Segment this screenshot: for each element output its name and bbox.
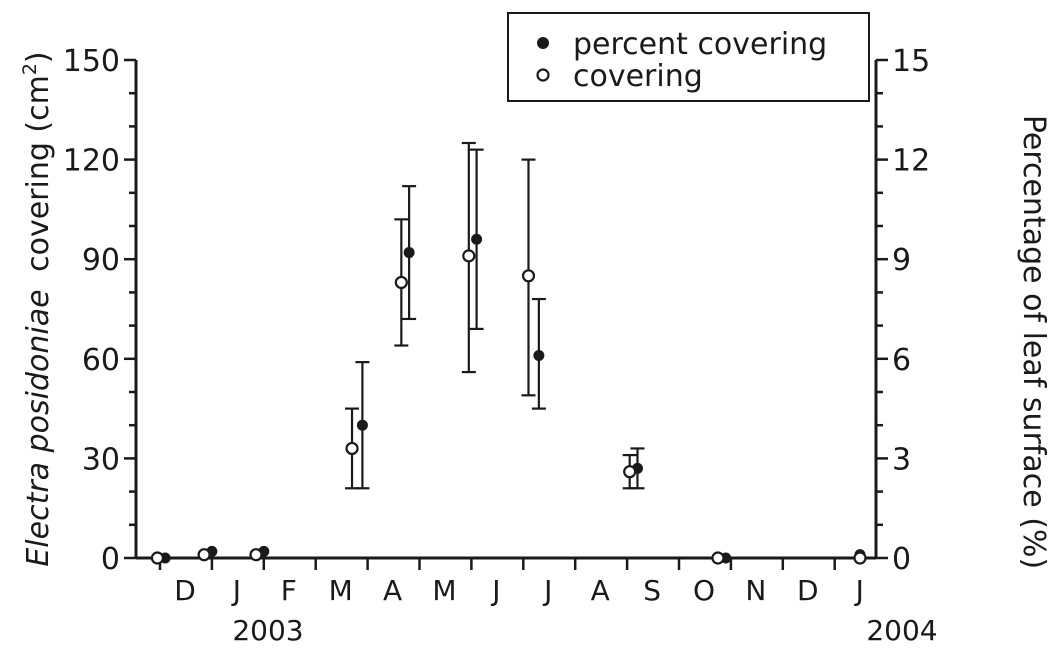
- data-point-open: [150, 551, 165, 565]
- year-label-2004: 2004: [866, 614, 937, 647]
- x-month-label: D: [797, 574, 819, 607]
- legend-marker-percent-covering: [537, 37, 549, 49]
- left-y-ticks: 0 30 60 90 120 150: [63, 44, 136, 577]
- left-y-tick-label: 60: [82, 343, 120, 378]
- x-month-label: M: [432, 574, 456, 607]
- left-y-tick-label: 0: [101, 542, 120, 577]
- data-point-open: [345, 441, 359, 456]
- left-y-axis-title: Electra posidoniae covering (cm2): [19, 51, 56, 566]
- left-y-axis-title-close: ): [21, 51, 56, 63]
- right-y-tick-label: 0: [892, 542, 911, 577]
- x-month-label: J: [231, 574, 241, 607]
- right-y-tick-label: 15: [892, 44, 930, 79]
- data-point-open: [711, 551, 725, 565]
- legend-box: [507, 12, 870, 102]
- x-month-label: N: [745, 574, 766, 607]
- data-point-filled: [533, 349, 545, 361]
- left-y-tick-label: 120: [63, 144, 120, 179]
- data-point-open: [853, 551, 867, 565]
- legend: percent covering covering: [507, 12, 870, 102]
- left-y-tick-label: 90: [82, 243, 120, 278]
- left-y-tick-label: 150: [63, 44, 120, 79]
- data-point-open: [462, 249, 476, 263]
- right-y-tick-label: 12: [892, 144, 930, 179]
- data-point-open: [623, 465, 637, 479]
- data-point-filled: [471, 233, 483, 245]
- left-y-axis-title-sup: 2: [19, 63, 41, 75]
- data-point-open: [521, 269, 536, 283]
- x-month-label: D: [174, 574, 196, 607]
- data-point-filled: [403, 247, 415, 259]
- data-point-filled: [356, 419, 368, 431]
- x-month-label: J: [854, 574, 864, 607]
- left-y-axis-title-rest: covering (cm: [21, 75, 56, 272]
- right-y-tick-label: 6: [892, 343, 911, 378]
- x-month-label: A: [591, 574, 610, 607]
- x-month-label: M: [329, 574, 353, 607]
- data-point-open: [394, 275, 408, 290]
- x-month-label: S: [643, 574, 661, 607]
- legend-label-covering: covering: [573, 59, 703, 94]
- data-point-open: [197, 548, 211, 562]
- x-month-label: F: [281, 574, 297, 607]
- x-month-label: J: [490, 574, 500, 607]
- right-y-ticks: 0 3 6 9 12 15: [876, 44, 930, 577]
- x-month-label: O: [693, 574, 715, 607]
- left-y-axis-title-italic: Electra posidoniae: [21, 289, 56, 566]
- legend-marker-covering: [536, 68, 550, 82]
- right-y-axis-title: Percentage of leaf surface (%): [1016, 115, 1051, 569]
- year-label-2003: 2003: [232, 614, 303, 647]
- x-month-label: A: [383, 574, 402, 607]
- series-layer: [150, 141, 867, 565]
- data-point-open: [249, 548, 263, 562]
- right-y-tick-label: 9: [892, 243, 911, 278]
- series-percent-covering: [159, 148, 866, 564]
- legend-label-percent-covering: percent covering: [573, 27, 827, 62]
- right-y-tick-label: 3: [892, 442, 911, 477]
- x-month-label: J: [542, 574, 552, 607]
- series-covering: [150, 141, 867, 565]
- left-y-tick-label: 30: [82, 442, 120, 477]
